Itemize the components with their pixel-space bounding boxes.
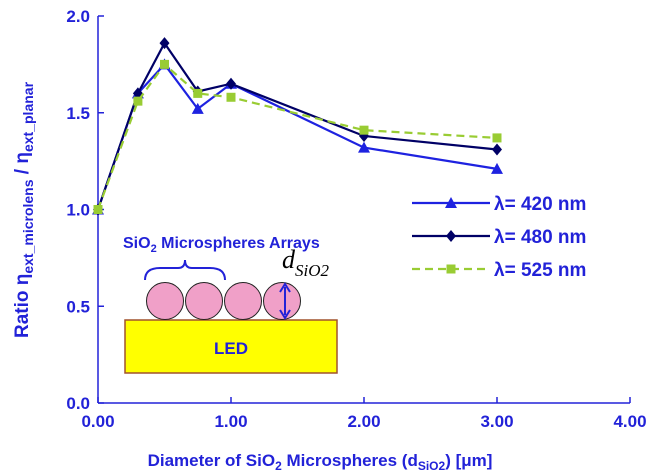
led-label: LED	[214, 339, 248, 358]
data-point	[133, 97, 142, 106]
y-tick-label: 0.5	[66, 297, 90, 316]
data-point	[227, 93, 236, 102]
legend-label: λ= 525 nm	[494, 260, 586, 281]
legend-label: λ= 420 nm	[494, 194, 586, 215]
data-point	[360, 126, 369, 135]
data-point	[493, 133, 502, 142]
inset: LED SiO2 Microspheres Arrays dSiO2	[123, 235, 337, 373]
data-point	[94, 205, 103, 214]
x-axis-label: Diameter of SiO2 Microspheres (dSiO2) [μ…	[148, 451, 493, 473]
data-point	[492, 144, 502, 156]
x-tick-label: 0.00	[81, 412, 114, 431]
y-tick-label: 0.0	[66, 394, 90, 413]
y-axis-label: Ratio ηext_microlens / ηext_planar	[12, 81, 36, 338]
sphere	[147, 283, 184, 320]
data-point	[358, 142, 370, 153]
legend-marker	[447, 265, 456, 274]
data-point	[160, 60, 169, 69]
y-tick-label: 1.5	[66, 104, 90, 123]
chart: LED SiO2 Microspheres Arrays dSiO2 Diame…	[0, 0, 657, 474]
x-tick-label: 2.00	[347, 412, 380, 431]
y-tick-label: 2.0	[66, 7, 90, 26]
sphere	[225, 283, 262, 320]
x-tick-label: 1.00	[214, 412, 247, 431]
series-line	[98, 43, 497, 209]
brace	[145, 260, 225, 280]
legend-marker	[446, 230, 456, 242]
x-tick-label: 3.00	[480, 412, 513, 431]
y-tick-label: 1.0	[66, 201, 90, 220]
series-line	[98, 64, 497, 209]
data-point	[193, 89, 202, 98]
legend-label: λ= 480 nm	[494, 227, 586, 248]
x-tick-label: 4.00	[613, 412, 646, 431]
series-line	[98, 64, 497, 209]
sphere	[186, 283, 223, 320]
